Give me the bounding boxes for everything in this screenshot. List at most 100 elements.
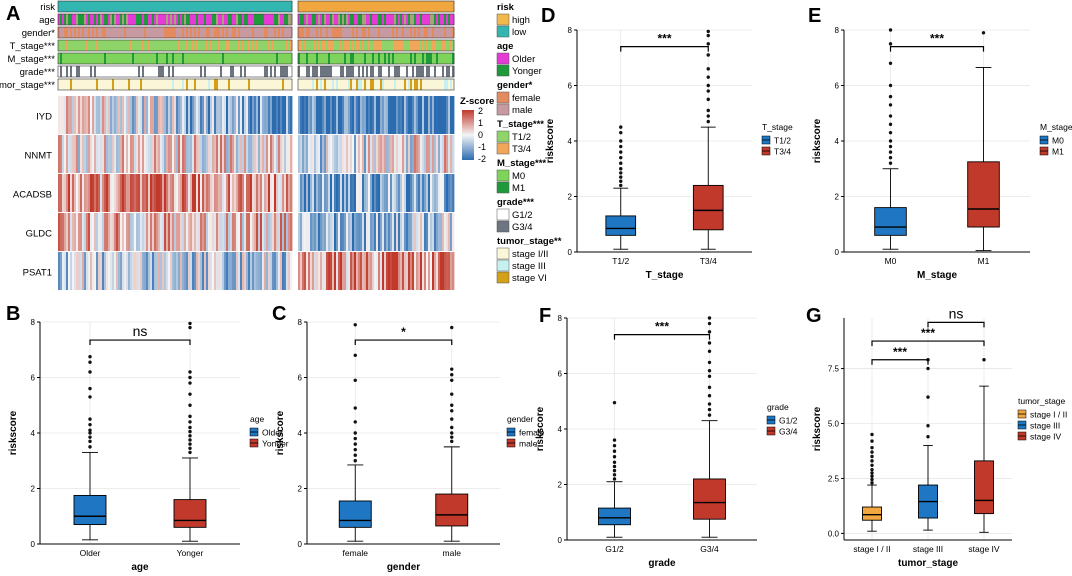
heat-cell xyxy=(328,135,331,173)
annotation-cell xyxy=(96,14,99,25)
annotation-cell xyxy=(438,66,441,77)
annotation-cell xyxy=(166,53,169,64)
annotation-cell xyxy=(288,66,291,77)
heat-cell xyxy=(68,213,71,251)
heat-cell xyxy=(370,96,373,134)
heat-block xyxy=(58,174,293,212)
annotation-cell xyxy=(74,27,77,38)
annotation-cell xyxy=(188,79,191,90)
legend-label: T3/4 xyxy=(774,147,791,157)
legend-swatch xyxy=(496,208,510,221)
annotation-cell xyxy=(164,79,167,90)
annotation-cell xyxy=(162,53,165,64)
annotation-cell xyxy=(348,1,351,12)
annotation-cell xyxy=(140,14,143,25)
legend-item-label: female xyxy=(512,93,541,104)
heat-cell xyxy=(96,213,99,251)
annotation-cell xyxy=(128,66,131,77)
heat-cell xyxy=(258,96,261,134)
box-iqr xyxy=(598,507,631,526)
heat-cell xyxy=(268,252,271,290)
annotation-cell xyxy=(376,27,379,38)
legend-group-title: age xyxy=(497,41,513,52)
annotation-strip xyxy=(297,39,455,52)
heat-cell xyxy=(398,252,401,290)
annotation-cell xyxy=(416,1,419,12)
annotation-cell xyxy=(138,53,141,64)
heat-cell xyxy=(410,252,413,290)
annotation-cell xyxy=(356,53,359,64)
annotation-cell xyxy=(346,40,349,51)
annotation-cell xyxy=(398,27,401,38)
annotation-cell xyxy=(138,1,141,12)
heat-cell xyxy=(330,96,333,134)
x-tick-label: G3/4 xyxy=(700,544,719,554)
heat-cell xyxy=(300,96,303,134)
heat-cell xyxy=(126,96,129,134)
heat-cell xyxy=(96,135,99,173)
heat-cell xyxy=(424,96,427,134)
annotation-cell xyxy=(156,79,159,90)
annotation-cell xyxy=(186,66,189,77)
annotation-cell xyxy=(186,79,189,90)
annotation-border xyxy=(297,52,455,65)
annotation-cell xyxy=(192,53,195,64)
annotation-cell xyxy=(238,1,241,12)
annotation-cell xyxy=(402,27,405,38)
heat-cell xyxy=(94,96,97,134)
heat-cell xyxy=(66,252,69,290)
heat-cell xyxy=(420,174,423,212)
annotation-cell xyxy=(424,66,427,77)
annotation-cell xyxy=(70,66,73,77)
annotation-cell xyxy=(134,79,137,90)
annotation-cell xyxy=(304,27,307,38)
annotation-cell xyxy=(232,14,235,25)
annotation-cell xyxy=(272,79,275,90)
annotation-cell xyxy=(388,14,391,25)
heat-cell xyxy=(258,252,261,290)
annotation-cell xyxy=(70,53,73,64)
annotation-cell xyxy=(414,1,417,12)
annotation-cell xyxy=(122,53,125,64)
outlier-point xyxy=(188,420,192,424)
heat-cell xyxy=(226,213,229,251)
annotation-cell xyxy=(140,53,143,64)
annotation-cell xyxy=(248,53,251,64)
heat-cell xyxy=(168,135,171,173)
annotation-cell xyxy=(408,40,411,51)
annotation-cell xyxy=(426,1,429,12)
heat-cell xyxy=(208,213,211,251)
annotation-cell xyxy=(146,79,149,90)
heat-cell xyxy=(240,135,243,173)
annotation-cell xyxy=(298,53,301,64)
annotation-cell xyxy=(290,79,293,90)
outlier-point xyxy=(706,29,710,34)
annotation-cell xyxy=(258,40,261,51)
annotation-cell xyxy=(328,79,331,90)
annotation-cell xyxy=(446,27,449,38)
heat-cell xyxy=(324,135,327,173)
outlier-point xyxy=(870,454,874,459)
heat-cell xyxy=(230,96,233,134)
annotation-cell xyxy=(284,40,287,51)
outlier-point xyxy=(188,446,192,450)
annotation-cell xyxy=(168,27,171,38)
box-iqr xyxy=(693,478,726,520)
annotation-cell xyxy=(360,27,363,38)
heat-cell xyxy=(58,174,61,212)
heat-cell xyxy=(68,96,71,134)
annotation-cell xyxy=(424,53,427,64)
annotation-cell xyxy=(358,40,361,51)
outlier-point xyxy=(612,400,617,405)
heat-cell xyxy=(400,252,403,290)
heat-cell xyxy=(170,213,173,251)
heat-cell xyxy=(406,252,409,290)
annotation-cell xyxy=(338,53,341,64)
annotation-cell xyxy=(356,27,359,38)
heat-cell xyxy=(250,174,253,212)
annotation-cell xyxy=(316,53,319,64)
annotation-cell xyxy=(130,1,133,12)
heat-cell xyxy=(150,213,153,251)
heat-cell xyxy=(190,96,193,134)
heat-cell xyxy=(78,213,81,251)
